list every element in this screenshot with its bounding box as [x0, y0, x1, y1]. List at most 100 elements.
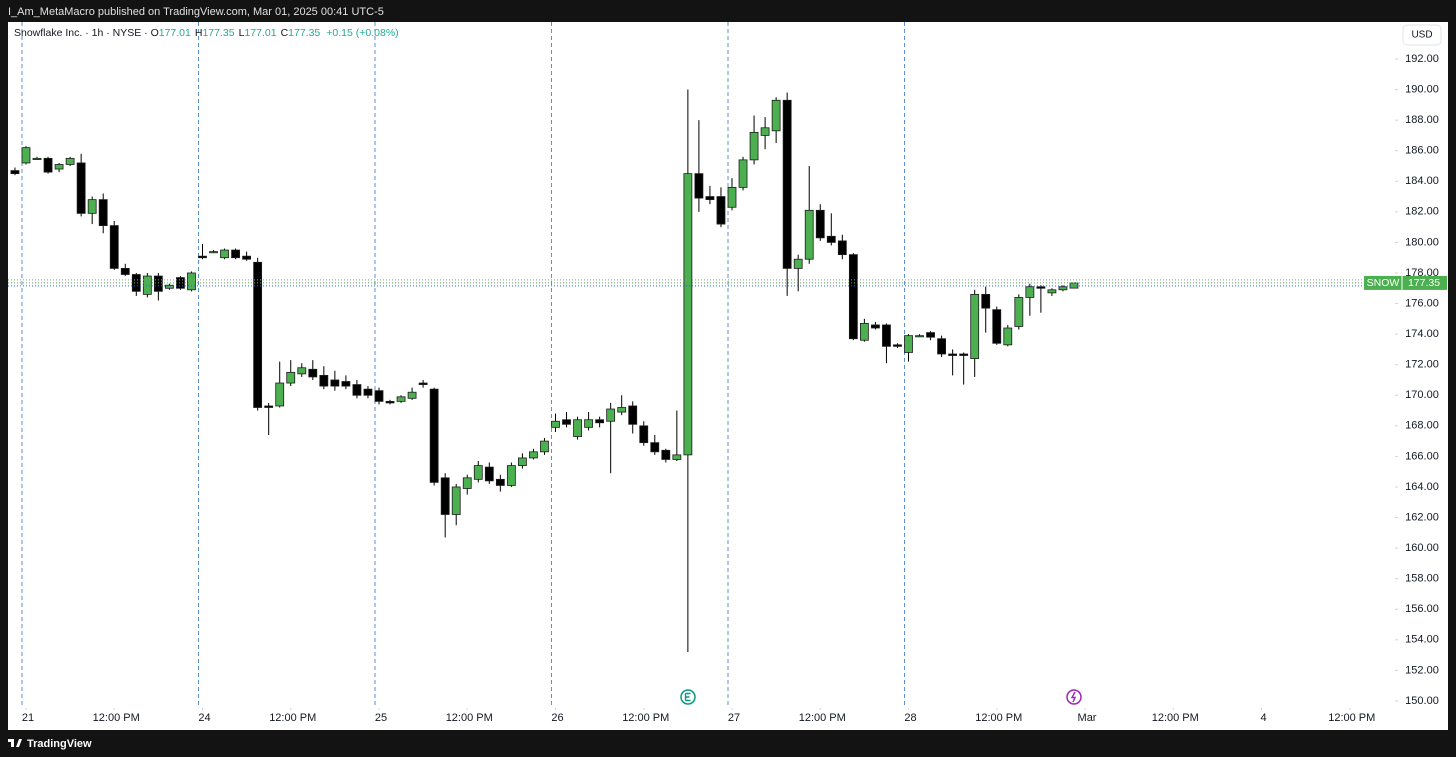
- x-tick-label: Mar: [1078, 712, 1097, 724]
- candle-body: [1036, 286, 1046, 289]
- candle-body: [440, 477, 450, 515]
- candle-body: [948, 353, 958, 356]
- candle-body: [815, 209, 825, 239]
- publisher-note: I_Am_MetaMacro published on TradingView.…: [8, 6, 384, 18]
- y-tick-label: 150.00: [1405, 695, 1439, 707]
- candle-body: [606, 408, 616, 422]
- candle-body: [54, 164, 64, 170]
- candle-body: [43, 157, 53, 173]
- x-tick-label: 21: [22, 712, 34, 724]
- candle-body: [187, 272, 196, 291]
- y-tick-label: 152.00: [1405, 664, 1439, 676]
- candle-body: [738, 159, 748, 188]
- event-icon: [1066, 689, 1082, 705]
- legend-value: 177.35: [202, 27, 235, 39]
- candle-body: [915, 335, 924, 338]
- candle-body: [253, 261, 263, 408]
- candle-body: [749, 131, 759, 161]
- candle-body: [661, 449, 671, 460]
- candle-body: [385, 400, 395, 404]
- candle-body: [639, 425, 649, 444]
- candle-body: [672, 454, 682, 460]
- candle-body: [484, 466, 494, 482]
- y-tick-label: 190.00: [1405, 83, 1439, 95]
- y-tick-label: 154.00: [1405, 634, 1439, 646]
- separator-dot: ·: [141, 27, 151, 39]
- legend-value: 177.35: [288, 27, 321, 39]
- y-tick-label: 158.00: [1405, 573, 1439, 585]
- y-tick-label: 180.00: [1405, 236, 1439, 248]
- candle-body: [782, 99, 792, 269]
- brand: TradingView: [27, 738, 92, 750]
- x-tick-label: 28: [904, 712, 916, 724]
- candle-body: [1047, 289, 1057, 294]
- y-tick-label: 182.00: [1405, 206, 1439, 218]
- last-price-box: [1364, 275, 1447, 290]
- candle-body: [495, 478, 505, 486]
- last-price-value: 177.35: [1408, 277, 1440, 289]
- candle-body: [176, 277, 185, 289]
- currency-button[interactable]: [1402, 24, 1442, 46]
- candle-body: [164, 284, 174, 289]
- x-tick-label: 12:00 PM: [799, 712, 846, 724]
- candle-body: [462, 477, 472, 489]
- symbol-title: Snowflake Inc. · 1h · NYSE: [14, 27, 142, 39]
- y-tick-label: 174.00: [1405, 328, 1439, 340]
- candle-body: [220, 249, 229, 259]
- x-tick-label: 27: [728, 712, 740, 724]
- candle-body: [595, 419, 605, 424]
- x-tick-label: 12:00 PM: [1328, 712, 1375, 724]
- candle-body: [529, 451, 538, 459]
- candle-body: [153, 275, 163, 292]
- candle-body: [98, 199, 108, 226]
- candle-body: [573, 419, 582, 437]
- y-tick-label: 160.00: [1405, 542, 1439, 554]
- y-tick-label: 156.00: [1405, 603, 1439, 615]
- brand-logo: [8, 739, 22, 747]
- candle-body: [551, 420, 560, 428]
- y-tick-label: 162.00: [1405, 511, 1439, 523]
- candle-body: [120, 267, 130, 275]
- candle-body: [562, 419, 571, 425]
- candle-body: [848, 254, 858, 340]
- candle-body: [705, 196, 715, 201]
- candle-body: [506, 465, 516, 486]
- candle-body: [363, 388, 373, 396]
- x-tick-label: 25: [375, 712, 387, 724]
- y-tick-label: 188.00: [1405, 114, 1439, 126]
- candle-body: [837, 240, 847, 256]
- candle-body: [793, 258, 803, 269]
- candle-body: [970, 293, 980, 359]
- candle-body: [904, 335, 913, 353]
- candle-body: [760, 127, 770, 136]
- candle-body: [198, 255, 207, 259]
- candle-body: [771, 99, 781, 132]
- candle-body: [407, 391, 417, 399]
- candle-body: [1003, 327, 1013, 346]
- candle-body: [882, 324, 891, 347]
- last-price-symbol: SNOW: [1367, 277, 1400, 289]
- candle-body: [1014, 297, 1024, 327]
- candle-body: [319, 374, 329, 387]
- candle-body: [32, 157, 42, 160]
- y-tick-label: 186.00: [1405, 145, 1439, 157]
- candle-body: [341, 381, 351, 387]
- candle-body: [429, 388, 439, 483]
- y-tick-label: 164.00: [1405, 481, 1439, 493]
- candle-body: [451, 486, 461, 515]
- candle-body: [308, 368, 318, 378]
- candle-body: [131, 274, 141, 292]
- candle-body: [65, 157, 75, 165]
- legend-key: C: [280, 27, 289, 39]
- candle-body: [76, 162, 86, 214]
- candle-body: [650, 442, 660, 453]
- candle-body: [374, 390, 384, 402]
- candle-body: [396, 396, 406, 402]
- candle-body: [87, 199, 97, 214]
- candle-body: [330, 379, 340, 387]
- candle-body: [694, 173, 704, 199]
- candle-body: [109, 225, 119, 269]
- candle-body: [716, 196, 726, 225]
- candle-body: [1058, 286, 1068, 291]
